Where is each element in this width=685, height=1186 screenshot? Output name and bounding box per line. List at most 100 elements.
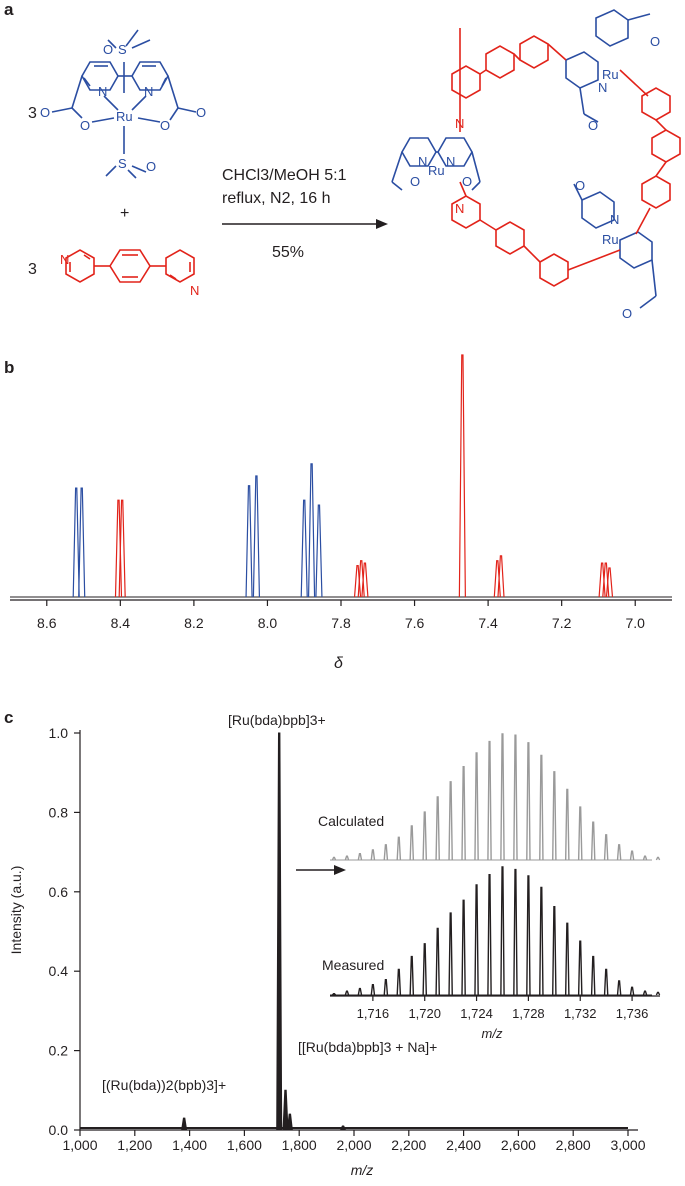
inset-meas-peak-7 xyxy=(422,943,428,996)
nmr-tick-label-6: 7.4 xyxy=(478,615,498,631)
inset-calc-peak-7 xyxy=(422,811,428,861)
conditions-solvent: CHCl3/MeOH 5:1 xyxy=(222,167,347,184)
inset-meas-peak-16 xyxy=(539,886,544,996)
atom-o-right: O xyxy=(160,118,170,133)
inset-calc-peak-6 xyxy=(409,825,415,861)
nmr-peak-s1-10 xyxy=(605,567,614,598)
nmr-tick-label-8: 7.0 xyxy=(625,615,645,631)
inset-calc-peak-10 xyxy=(461,766,466,861)
panel-c-label: c xyxy=(4,708,13,727)
inset-meas-peak-8 xyxy=(435,927,440,996)
bpb-n-left: N xyxy=(60,252,69,267)
inset-meas-peak-6 xyxy=(409,955,415,996)
inset-calc-peak-14 xyxy=(513,734,518,861)
inset-x-ticks: 1,716 1,720 1,724 1,728 1,732 1,736 xyxy=(357,996,649,1021)
nmr-peak-s0-1 xyxy=(78,487,86,598)
atom-s-lower: S xyxy=(118,156,127,171)
ms-x-ticks: 1,000 1,200 1,400 1,600 1,800 2,000 2,200 2,400… xyxy=(62,1130,646,1153)
ms-spectrum xyxy=(80,732,628,1131)
inset-calc-peak-11 xyxy=(474,752,479,861)
inset-calc-peak-9 xyxy=(448,781,453,861)
inset-meas-peak-3 xyxy=(370,984,376,996)
svg-text:O: O xyxy=(196,105,206,120)
reaction-yield: 55% xyxy=(272,244,304,261)
ms-xtick-label-9: 2,800 xyxy=(556,1137,591,1153)
inset-meas-peak-19 xyxy=(577,940,583,996)
reactant-coefficient-2: 3 xyxy=(28,261,37,278)
ms-y-ticks: 0.0 0.2 0.4 0.6 0.8 1.0 xyxy=(49,725,80,1138)
inset-xtick-label-0: 1,716 xyxy=(357,1006,390,1021)
plus-sign: + xyxy=(120,205,129,222)
nmr-peak-s1-7 xyxy=(497,555,505,598)
inset-calc-peak-21 xyxy=(603,834,609,861)
inset-meas-peak-11 xyxy=(474,884,479,996)
inset-calc-peak-13 xyxy=(500,733,505,861)
nmr-peak-s0-0 xyxy=(72,487,80,598)
svg-text:O: O xyxy=(575,178,585,193)
bpb-ligand xyxy=(65,249,195,283)
product-n-left-1: N xyxy=(418,154,427,169)
label-na-peak: [[Ru(bda)bpb]3 + Na]+ xyxy=(298,1039,437,1055)
inset-calc-peak-12 xyxy=(487,740,492,861)
nmr-tick-label-1: 8.4 xyxy=(111,615,131,631)
product-n-top: N xyxy=(598,80,607,95)
nmr-tick-label-7: 7.2 xyxy=(552,615,572,631)
bpb-n-right: N xyxy=(190,283,199,298)
inset-meas-peak-24 xyxy=(642,990,648,996)
inset-meas-peak-25 xyxy=(655,991,661,996)
inset-calc-peak-2 xyxy=(357,853,363,861)
atom-o-left: O xyxy=(80,118,90,133)
label-main-peak: [Ru(bda)bpb]3+ xyxy=(228,712,326,728)
ms-ytick-label-2: 0.4 xyxy=(49,963,69,979)
ms-xtick-label-7: 2,400 xyxy=(446,1137,481,1153)
nmr-peak-s0-2 xyxy=(245,485,253,598)
ms-peak-0 xyxy=(181,1117,188,1131)
nmr-peak-s1-1 xyxy=(118,499,126,598)
inset-meas-peak-2 xyxy=(357,987,363,996)
inset-meas-peak-9 xyxy=(448,912,453,996)
svg-text:O: O xyxy=(588,118,598,133)
inset-calc-peak-15 xyxy=(526,742,531,861)
ms-peak-1 xyxy=(276,732,283,1131)
inset-calc-peak-8 xyxy=(435,796,440,861)
nmr-tick-label-4: 7.8 xyxy=(331,615,351,631)
inset-calc-peak-19 xyxy=(577,806,583,861)
inset-meas-peak-12 xyxy=(487,873,492,996)
product-ru-left: Ru xyxy=(428,163,445,178)
inset-meas-peak-0 xyxy=(331,993,337,996)
inset-x-label: m/z xyxy=(482,1026,503,1041)
inset-calc-peak-17 xyxy=(552,771,557,861)
inset-calculated-label: Calculated xyxy=(318,813,384,829)
inset-xtick-label-4: 1,732 xyxy=(564,1006,597,1021)
inset-xtick-label-5: 1,736 xyxy=(616,1006,649,1021)
inset-meas-peak-23 xyxy=(629,986,635,996)
inset-calc-peak-16 xyxy=(539,754,544,861)
atom-n-right: N xyxy=(144,84,153,99)
ru-bda-dmso-labels: S O N N Ru O O O O S O xyxy=(40,42,206,174)
inset-meas-peak-22 xyxy=(616,980,622,996)
inset-calc-peak-1 xyxy=(344,855,350,861)
inset-arrowhead xyxy=(334,865,346,875)
label-dimer-peak: [(Ru(bda))2(bpb)3]+ xyxy=(102,1077,226,1093)
inset-calc-peak-24 xyxy=(642,855,648,861)
ms-xtick-label-10: 3,000 xyxy=(610,1137,645,1153)
atom-n-left: N xyxy=(98,84,107,99)
inset-measured-label: Measured xyxy=(322,957,384,973)
svg-text:O: O xyxy=(462,174,472,189)
inset-meas-peak-20 xyxy=(590,955,596,996)
svg-text:O: O xyxy=(650,34,660,49)
atom-s-upper: S xyxy=(118,42,127,57)
nmr-spectrum xyxy=(10,354,672,598)
inset-calculated-pattern xyxy=(330,733,661,861)
inset-calc-peak-5 xyxy=(396,836,402,861)
ms-xtick-label-1: 1,200 xyxy=(117,1137,152,1153)
product-ru-bottom: Ru xyxy=(602,232,619,247)
inset-calc-peak-4 xyxy=(383,844,389,861)
ms-ytick-label-4: 0.8 xyxy=(49,804,69,820)
panel-a-label: a xyxy=(4,0,14,19)
atom-ru-reactant: Ru xyxy=(116,109,133,124)
inset-meas-peak-21 xyxy=(603,968,609,996)
inset-calc-peak-0 xyxy=(331,856,337,861)
ms-xtick-label-4: 1,800 xyxy=(282,1137,317,1153)
nmr-peak-s0-3 xyxy=(252,475,261,598)
